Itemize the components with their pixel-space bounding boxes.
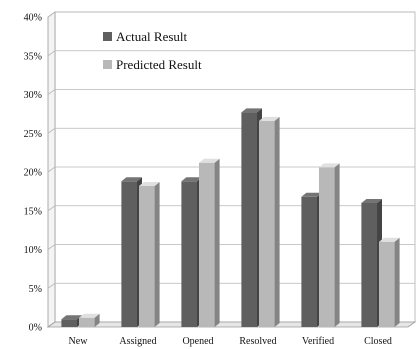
y-tick-label: 35% bbox=[24, 51, 42, 62]
bar-front bbox=[121, 181, 137, 327]
legend-swatch-actual bbox=[103, 32, 112, 41]
bar-top bbox=[361, 199, 382, 203]
bar-predicted-resolved bbox=[259, 116, 280, 327]
bar-actual-new bbox=[61, 315, 82, 327]
bar-actual-verified bbox=[301, 192, 322, 327]
legend-swatch-predicted bbox=[103, 60, 112, 69]
x-tick-label: New bbox=[69, 336, 89, 347]
bar-front bbox=[379, 241, 395, 327]
gridline bbox=[47, 244, 415, 250]
chart-legend: Actual Result Predicted Result bbox=[103, 29, 202, 72]
y-axis-ticks: 0% 5% 10% 15% 20% 25% 30% 35% 40% bbox=[24, 13, 42, 334]
bar-actual-closed bbox=[361, 199, 382, 327]
bar-side bbox=[94, 313, 100, 327]
bar-top bbox=[79, 313, 100, 318]
bar-front bbox=[259, 120, 275, 327]
y-tick-label: 0% bbox=[29, 323, 42, 334]
x-tick-label: Assigned bbox=[119, 336, 156, 347]
gridline bbox=[47, 166, 415, 173]
bar-front bbox=[301, 196, 317, 327]
bar-actual-resolved bbox=[241, 108, 262, 327]
bar-actual-assigned bbox=[121, 177, 142, 327]
bar-front bbox=[181, 181, 197, 327]
bar-front bbox=[199, 162, 215, 327]
gridline bbox=[47, 11, 415, 18]
y-tick-label: 30% bbox=[24, 90, 42, 101]
bar-front bbox=[319, 167, 335, 327]
gridline bbox=[47, 205, 415, 212]
gridline bbox=[47, 50, 415, 57]
bar-top bbox=[121, 177, 142, 182]
bar-top bbox=[319, 163, 340, 168]
bar-top bbox=[181, 177, 202, 182]
bar-front bbox=[61, 319, 77, 327]
bar-actual-opened bbox=[181, 177, 202, 327]
gridline bbox=[47, 127, 415, 134]
bar-top bbox=[241, 108, 262, 113]
x-tick-label: Resolved bbox=[239, 336, 276, 347]
bar-front bbox=[79, 317, 95, 327]
bar-predicted-opened bbox=[199, 158, 220, 327]
bar-side bbox=[274, 116, 280, 327]
legend-label-actual: Actual Result bbox=[116, 29, 188, 44]
bar-front bbox=[241, 112, 257, 327]
x-axis-ticks: New Assigned Opened Resolved Verified Closed bbox=[69, 336, 392, 347]
y-tick-label: 5% bbox=[29, 284, 42, 295]
bar-side bbox=[154, 181, 160, 327]
bar-side bbox=[334, 163, 340, 327]
chart-grid bbox=[46, 11, 417, 328]
bar-top bbox=[379, 237, 400, 242]
x-tick-label: Opened bbox=[182, 336, 213, 347]
y-tick-label: 15% bbox=[24, 206, 42, 217]
bar-predicted-assigned bbox=[139, 181, 160, 327]
y-tick-label: 10% bbox=[24, 245, 42, 256]
bar-predicted-new bbox=[79, 313, 100, 327]
bar-side bbox=[394, 237, 400, 327]
gridline bbox=[47, 282, 415, 289]
bar-predicted-verified bbox=[319, 163, 340, 327]
y-tick-label: 40% bbox=[24, 13, 42, 24]
floor bbox=[46, 321, 417, 328]
legend-label-predicted: Predicted Result bbox=[116, 57, 202, 72]
x-tick-label: Verified bbox=[302, 336, 334, 347]
x-tick-label: Closed bbox=[364, 336, 392, 347]
bar-side bbox=[214, 158, 220, 327]
bar-front bbox=[361, 203, 377, 327]
gridline bbox=[47, 89, 415, 95]
bar-front bbox=[139, 185, 155, 327]
bar-top bbox=[61, 315, 82, 320]
y-tick-label: 20% bbox=[24, 168, 42, 179]
y-tick-label: 25% bbox=[24, 129, 42, 140]
bar-predicted-closed bbox=[379, 237, 400, 327]
bar-top bbox=[301, 192, 322, 197]
bar-top bbox=[199, 158, 220, 163]
bar-top bbox=[259, 116, 280, 121]
chart-bars bbox=[61, 108, 400, 327]
bar-top bbox=[139, 181, 160, 186]
